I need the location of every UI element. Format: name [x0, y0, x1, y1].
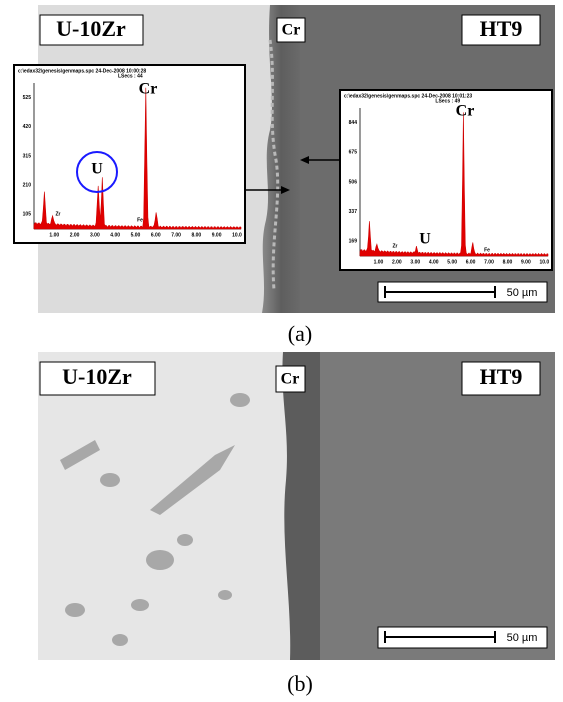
spectrum-inset: [339, 89, 553, 271]
region-label: Cr: [281, 371, 300, 388]
peak-label: Fe: [137, 217, 143, 223]
x-tick-label: 10.0: [539, 259, 549, 265]
y-tick-label: 337: [349, 209, 358, 215]
peak-label: U: [91, 161, 103, 178]
peak-label: Zr: [56, 211, 61, 217]
y-tick-label: 210: [23, 183, 32, 189]
y-tick-label: 105: [23, 212, 32, 218]
spectrum-header: c:\edax32\genesis\genmaps.spc 24-Dec-200…: [18, 68, 146, 74]
x-tick-label: 9.00: [212, 232, 222, 238]
x-tick-label: 7.00: [484, 259, 494, 265]
x-tick-label: 6.00: [151, 232, 161, 238]
panel-caption: (a): [288, 321, 312, 346]
panel-caption: (b): [287, 671, 313, 696]
region-label: HT9: [480, 364, 523, 389]
spectrum-header: c:\edax32\genesis\genmaps.spc 24-Dec-200…: [344, 93, 472, 99]
x-tick-label: 7.00: [171, 232, 181, 238]
x-tick-label: 6.00: [466, 259, 476, 265]
x-tick-label: 1.00: [374, 259, 384, 265]
scale-bar-label: 50 µm: [507, 632, 538, 644]
highlight-circle: [76, 151, 118, 193]
spectrum: [359, 112, 549, 257]
x-tick-label: 3.00: [90, 232, 100, 238]
x-tick-label: 4.00: [429, 259, 439, 265]
x-tick-label: 2.00: [392, 259, 402, 265]
y-tick-label: 844: [349, 120, 358, 126]
micrograph-b: U-10Zr Cr HT9 50 µm: [38, 352, 555, 660]
spectrum-inset: [13, 64, 246, 244]
y-tick-label: 506: [349, 179, 358, 185]
y-tick-label: 169: [349, 239, 358, 245]
x-tick-label: 5.00: [131, 232, 141, 238]
micrograph-a: U-10Zr Cr HT9 50 µm c:\edax32\genesis\ge…: [13, 5, 555, 313]
spectrum-lsecs: LSecs : 44: [118, 73, 143, 79]
peak-label: Zr: [393, 243, 398, 249]
peak-label: Fe: [484, 247, 490, 253]
region-label: U-10Zr: [62, 364, 132, 389]
y-tick-label: 420: [23, 124, 32, 130]
x-tick-label: 8.00: [191, 232, 201, 238]
region-label: U-10Zr: [56, 16, 126, 41]
region-label: HT9: [480, 16, 523, 41]
peak-label: U: [419, 231, 431, 248]
x-tick-label: 2.00: [70, 232, 80, 238]
scale-bar-label: 50 µm: [507, 287, 538, 299]
x-tick-label: 5.00: [447, 259, 457, 265]
region-label: Cr: [282, 22, 301, 39]
x-tick-label: 9.00: [521, 259, 531, 265]
x-tick-label: 1.00: [49, 232, 59, 238]
spectrum-lsecs: LSecs : 49: [435, 98, 460, 104]
peak-label: Cr: [456, 103, 475, 120]
y-tick-label: 315: [23, 153, 32, 159]
y-tick-label: 525: [23, 95, 32, 101]
x-tick-label: 10.0: [232, 232, 242, 238]
x-tick-label: 4.00: [110, 232, 120, 238]
x-tick-label: 8.00: [503, 259, 513, 265]
peak-label: Cr: [139, 81, 158, 98]
y-tick-label: 675: [349, 150, 358, 156]
spectrum: [33, 87, 242, 230]
x-tick-label: 3.00: [410, 259, 420, 265]
